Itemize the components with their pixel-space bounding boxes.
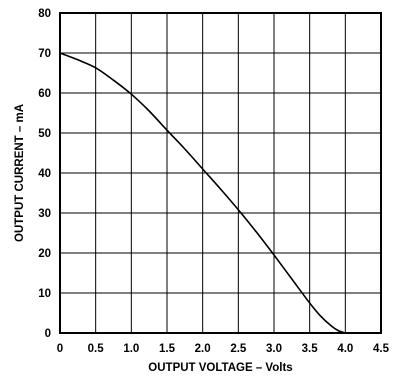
y-tick-label: 40	[38, 168, 51, 180]
y-tick-label: 50	[38, 128, 51, 140]
x-tick-label: 0.5	[88, 343, 105, 355]
series-line	[59, 52, 346, 334]
series-layer	[59, 52, 346, 334]
x-axis-label: OUTPUT VOLTAGE – Volts	[148, 362, 292, 374]
x-tick-labels: 0 0.5 1.0 1.5 2.0 2.5 3.0 3.5 4.0 4.5	[57, 343, 390, 355]
y-tick-label: 0	[45, 328, 51, 340]
y-tick-labels: 0 10 20 30 40 50 60 70 80	[38, 8, 51, 340]
y-axis-label: OUTPUT CURRENT – mA	[14, 104, 26, 242]
grid-lines	[59, 12, 382, 334]
y-tick-label: 80	[38, 8, 51, 20]
y-tick-label: 60	[38, 88, 51, 100]
y-tick-label: 10	[38, 288, 51, 300]
x-tick-label: 4.5	[373, 343, 390, 355]
x-tick-label: 1.5	[159, 343, 176, 355]
y-tick-label: 20	[38, 248, 51, 260]
x-tick-label: 0	[57, 343, 63, 355]
x-tick-label: 4.0	[337, 343, 353, 355]
x-tick-label: 2.0	[195, 343, 211, 355]
x-tick-label: 2.5	[230, 343, 247, 355]
x-tick-label: 1.0	[123, 343, 139, 355]
plot-frame	[59, 12, 382, 334]
y-tick-label: 70	[38, 48, 51, 60]
y-tick-label: 30	[38, 208, 51, 220]
x-tick-label: 3.5	[302, 343, 319, 355]
x-tick-label: 3.0	[266, 343, 282, 355]
